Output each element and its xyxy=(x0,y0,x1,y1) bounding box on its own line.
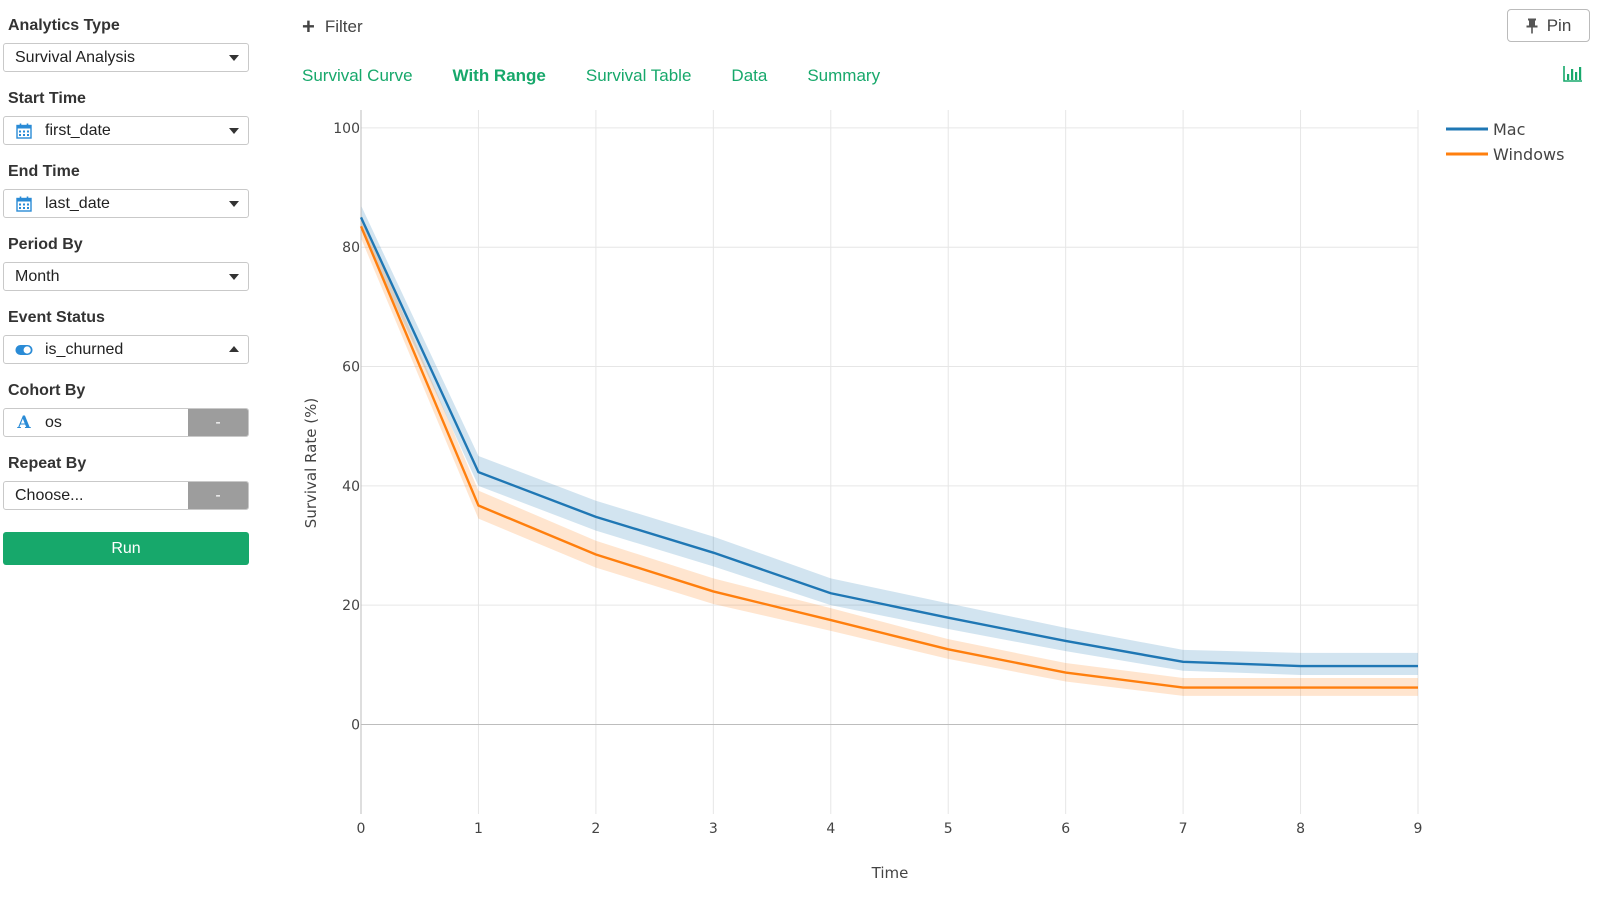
survival-chart: 0 1 2 3 4 5 6 7 8 9 0 20 40 60 80 100 Time Survival Rat… xyxy=(300,100,1600,905)
x-tick-label: 4 xyxy=(826,821,835,837)
windows-survival-line xyxy=(359,225,1418,689)
analytics-type-value: Survival Analysis xyxy=(15,48,136,66)
y-tick-label: 40 xyxy=(342,479,360,495)
x-tick-label: 0 xyxy=(357,821,366,837)
toggle-icon xyxy=(15,341,33,359)
pin-icon xyxy=(1526,18,1538,33)
cohort-by-select[interactable]: A os xyxy=(4,409,189,436)
analytics-type-select[interactable]: Survival Analysis xyxy=(3,43,249,72)
filter-button[interactable]: + Filter xyxy=(302,16,363,38)
calendar-icon xyxy=(15,122,33,140)
pin-button[interactable]: Pin xyxy=(1507,9,1590,42)
tab-with-range[interactable]: With Range xyxy=(452,66,546,85)
x-tick-label: 6 xyxy=(1061,821,1070,837)
x-tick-label: 8 xyxy=(1296,821,1305,837)
tick-labels: 0 1 2 3 4 5 6 7 8 9 0 20 40 60 80 100 xyxy=(333,121,1422,837)
caret-down-icon xyxy=(229,201,239,207)
y-tick-label: 20 xyxy=(342,598,360,614)
start-time-select[interactable]: first_date xyxy=(3,116,249,145)
repeat-by-select[interactable]: Choose... xyxy=(4,482,189,509)
y-tick-label: 80 xyxy=(342,240,360,256)
tab-survival-curve[interactable]: Survival Curve xyxy=(302,66,413,85)
repeat-by-remove-button[interactable]: - xyxy=(188,482,248,509)
sidebar: Analytics Type Survival Analysis Start T… xyxy=(0,0,252,905)
run-button[interactable]: Run xyxy=(3,532,249,565)
x-tick-label: 9 xyxy=(1414,821,1423,837)
start-time-label: Start Time xyxy=(8,90,86,107)
x-tick-label: 3 xyxy=(709,821,718,837)
caret-up-icon xyxy=(229,346,239,352)
confidence-bands xyxy=(361,205,1418,696)
end-time-value: last_date xyxy=(45,194,110,212)
caret-down-icon xyxy=(229,55,239,61)
windows-confidence-band xyxy=(361,214,1418,696)
mac-survival-line xyxy=(359,216,1418,668)
series-lines xyxy=(359,216,1418,689)
chart-canvas: 0 1 2 3 4 5 6 7 8 9 0 20 40 60 80 100 Time Survival Rat… xyxy=(302,110,1564,882)
y-tick-label: 60 xyxy=(342,360,360,376)
period-by-label: Period By xyxy=(8,236,83,253)
repeat-by-label: Repeat By xyxy=(8,455,87,472)
bar-chart-icon[interactable] xyxy=(1563,66,1583,87)
start-time-value: first_date xyxy=(45,121,111,139)
cohort-by-control: A os - xyxy=(3,408,249,437)
text-type-icon: A xyxy=(17,412,31,433)
filter-label: Filter xyxy=(324,17,363,36)
event-status-select[interactable]: is_churned xyxy=(3,335,249,364)
legend-label-windows: Windows xyxy=(1493,145,1564,164)
end-time-label: End Time xyxy=(8,163,80,180)
tab-summary[interactable]: Summary xyxy=(807,66,881,85)
y-axis-title: Survival Rate (%) xyxy=(302,398,320,528)
cohort-by-label: Cohort By xyxy=(8,382,86,399)
caret-down-icon xyxy=(229,128,239,134)
legend[interactable]: Mac Windows xyxy=(1446,120,1564,164)
y-tick-label: 0 xyxy=(351,718,360,734)
x-tick-label: 7 xyxy=(1179,821,1188,837)
repeat-by-placeholder: Choose... xyxy=(15,486,84,504)
y-tick-label: 100 xyxy=(333,121,360,137)
view-tabs: Survival Curve With Range Survival Table… xyxy=(302,66,920,86)
event-status-value: is_churned xyxy=(45,340,124,358)
event-status-label: Event Status xyxy=(8,309,105,326)
tab-data[interactable]: Data xyxy=(731,66,768,85)
repeat-by-control: Choose... - xyxy=(3,481,249,510)
plus-icon: + xyxy=(302,14,315,39)
end-time-select[interactable]: last_date xyxy=(3,189,249,218)
cohort-by-remove-button[interactable]: - xyxy=(188,409,248,436)
x-tick-label: 5 xyxy=(944,821,953,837)
x-tick-label: 2 xyxy=(591,821,600,837)
x-axis-title: Time xyxy=(871,864,909,882)
cohort-by-value: os xyxy=(45,413,62,431)
legend-label-mac: Mac xyxy=(1493,120,1525,139)
grid xyxy=(361,110,1419,814)
period-by-select[interactable]: Month xyxy=(3,262,249,291)
caret-down-icon xyxy=(229,274,239,280)
tab-survival-table[interactable]: Survival Table xyxy=(585,66,692,85)
x-tick-label: 1 xyxy=(474,821,483,837)
axes xyxy=(360,110,1418,814)
analytics-type-label: Analytics Type xyxy=(8,17,120,34)
calendar-icon xyxy=(15,195,33,213)
pin-label: Pin xyxy=(1546,15,1572,35)
period-by-value: Month xyxy=(15,267,60,285)
